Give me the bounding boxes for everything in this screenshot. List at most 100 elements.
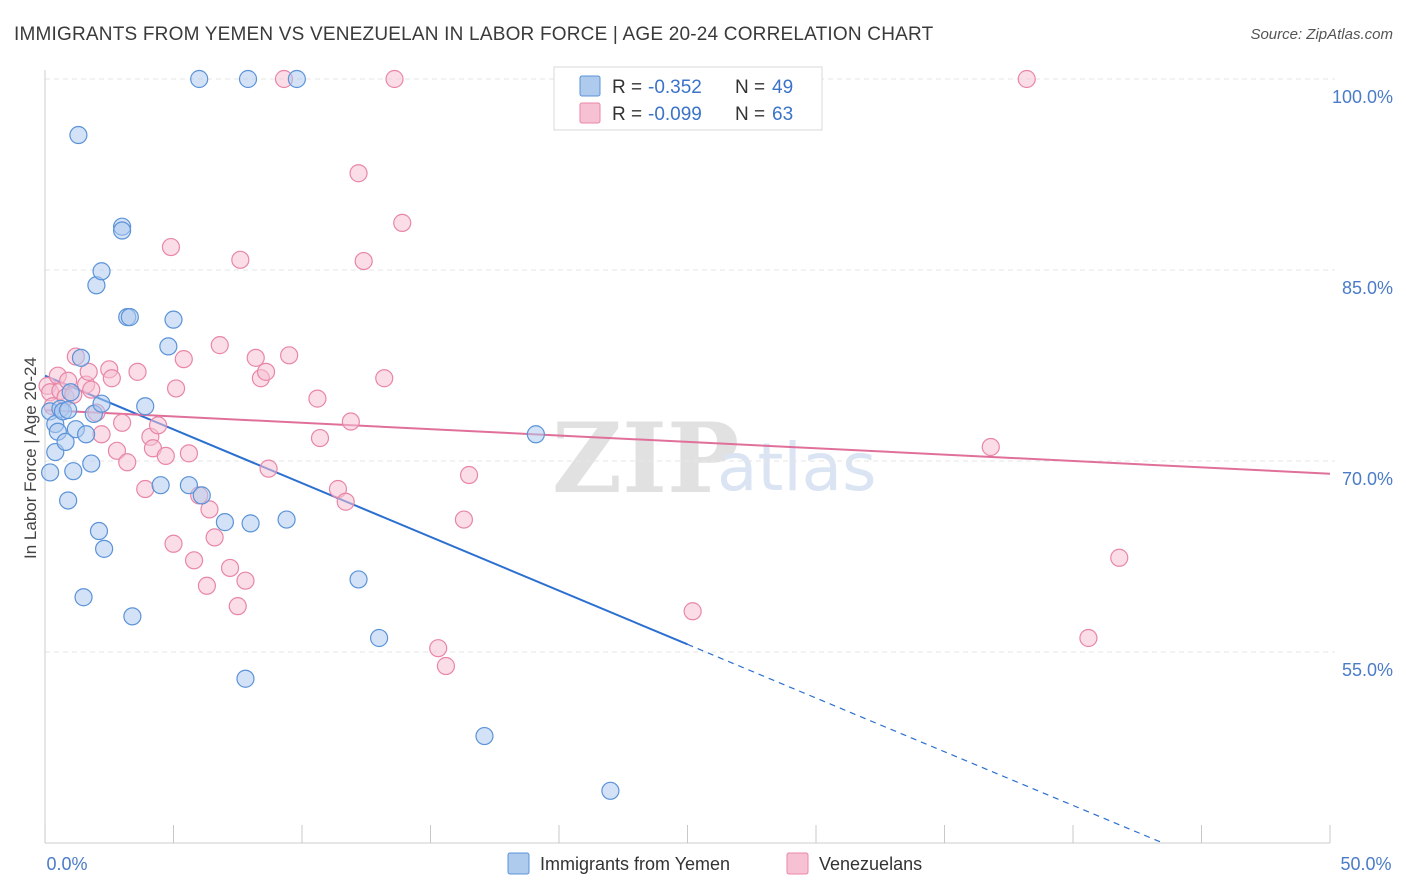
point-yemen — [56, 432, 75, 451]
point-yemen — [120, 308, 139, 327]
top-legend: R = -0.352 N = 49 R = -0.099 N = 63 — [553, 66, 823, 131]
point-yemen — [64, 462, 83, 481]
point-yemen — [82, 454, 101, 473]
y-axis-label: In Labor Force | Age 20-24 — [21, 357, 40, 559]
point-yemen — [370, 628, 389, 648]
point-venezuelans — [79, 362, 98, 381]
point-venezuelans — [184, 551, 204, 570]
point-yemen — [190, 69, 209, 89]
point-venezuelans — [454, 510, 474, 529]
point-yemen — [92, 262, 111, 281]
bottom-legend-label-yemen: Immigrants from Yemen — [540, 854, 730, 874]
y-tick-label: 100.0% — [1332, 87, 1393, 107]
point-venezuelans — [156, 446, 175, 466]
point-venezuelans — [197, 576, 217, 595]
y-tick-label: 85.0% — [1342, 278, 1393, 298]
point-yemen — [59, 491, 78, 510]
x-tick-label: 50.0% — [1340, 854, 1391, 874]
point-venezuelans — [259, 459, 278, 478]
point-yemen — [95, 539, 114, 558]
source-label: Source: ZipAtlas.com — [1250, 26, 1393, 43]
point-venezuelans — [375, 369, 394, 388]
point-yemen — [92, 394, 111, 413]
point-venezuelans — [179, 444, 199, 463]
point-venezuelans — [683, 602, 702, 621]
point-venezuelans — [128, 362, 147, 381]
point-venezuelans — [161, 237, 181, 257]
bottom-legend-swatch-venezuelans — [786, 852, 809, 875]
point-venezuelans — [92, 425, 111, 444]
point-venezuelans — [118, 453, 137, 472]
bottom-legend: Immigrants from Yemen Venezuelans — [507, 852, 922, 875]
point-venezuelans — [231, 250, 250, 269]
point-venezuelans — [210, 336, 229, 355]
point-yemen — [179, 476, 199, 495]
point-yemen — [77, 425, 96, 444]
point-venezuelans — [82, 380, 101, 399]
point-yemen — [241, 514, 260, 533]
legend-swatch-yemen — [579, 75, 601, 97]
point-venezuelans — [102, 369, 121, 388]
point-yemen — [59, 400, 78, 420]
point-venezuelans — [393, 213, 412, 232]
point-yemen — [61, 383, 80, 402]
axes: 0.0% 50.0% 55.0% 70.0% 85.0% 100.0% — [44, 70, 1393, 874]
point-venezuelans — [136, 479, 155, 499]
point-yemen — [71, 348, 91, 367]
point-venezuelans — [341, 412, 360, 431]
point-venezuelans — [107, 441, 127, 460]
y-tick-label: 70.0% — [1342, 469, 1393, 489]
point-yemen — [238, 69, 258, 89]
y-tick-label: 55.0% — [1342, 660, 1393, 680]
point-yemen — [192, 486, 211, 505]
legend-n-label-yemen: N = — [735, 77, 765, 98]
point-venezuelans — [256, 362, 276, 381]
point-venezuelans — [220, 558, 240, 578]
point-yemen — [41, 463, 60, 482]
point-venezuelans — [280, 346, 299, 365]
point-venezuelans — [174, 350, 193, 369]
point-yemen — [89, 521, 109, 541]
legend-n-value-venezuelans: 63 — [772, 104, 793, 125]
watermark: ZIP atlas — [552, 402, 877, 515]
point-yemen — [136, 397, 155, 416]
watermark-zip: ZIP — [552, 402, 739, 515]
point-yemen — [349, 570, 368, 589]
legend-r-value-yemen: -0.352 — [648, 77, 702, 98]
point-venezuelans — [1110, 548, 1129, 567]
bottom-legend-swatch-yemen — [507, 852, 530, 875]
data-points — [38, 69, 1129, 800]
legend-n-label-venezuelans: N = — [735, 104, 765, 125]
chart-title: IMMIGRANTS FROM YEMEN VS VENEZUELAN IN L… — [14, 24, 934, 45]
point-venezuelans — [236, 571, 255, 590]
point-venezuelans — [436, 656, 456, 676]
point-yemen — [287, 69, 306, 89]
point-venezuelans — [981, 437, 1000, 457]
point-venezuelans — [349, 164, 368, 183]
point-venezuelans — [336, 492, 355, 511]
trend-line-yemen-extrapolated — [687, 643, 1164, 844]
point-venezuelans — [164, 534, 183, 553]
point-yemen — [74, 588, 93, 607]
legend-r-label-venezuelans: R = — [612, 104, 642, 125]
point-venezuelans — [429, 639, 448, 658]
point-venezuelans — [166, 379, 186, 398]
point-venezuelans — [385, 69, 404, 89]
legend-r-value-venezuelans: -0.099 — [648, 104, 702, 125]
point-venezuelans — [310, 428, 330, 448]
point-venezuelans — [459, 465, 479, 485]
point-yemen — [112, 221, 132, 240]
point-yemen — [215, 513, 234, 532]
point-yemen — [123, 607, 142, 626]
point-venezuelans — [148, 416, 168, 435]
point-yemen — [475, 726, 494, 746]
point-yemen — [236, 669, 255, 688]
legend-swatch-venezuelans — [579, 102, 601, 124]
trend-line-venezuelans — [44, 409, 1331, 475]
point-yemen — [69, 125, 88, 145]
watermark-atlas: atlas — [717, 429, 877, 506]
point-yemen — [526, 425, 545, 444]
point-venezuelans — [112, 413, 132, 432]
